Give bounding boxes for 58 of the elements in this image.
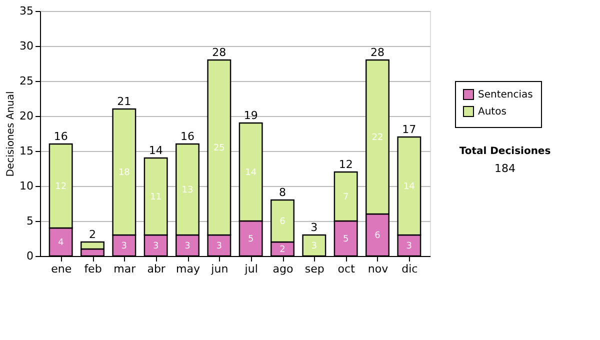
data-label: 13: [182, 186, 194, 196]
total-label: 16: [180, 130, 194, 143]
total-label: 21: [117, 95, 132, 108]
data-label: 4: [58, 238, 64, 248]
data-label: 18: [118, 168, 130, 178]
data-label: 3: [184, 242, 190, 252]
y-tick-label: 35: [20, 4, 34, 18]
data-label: 3: [152, 242, 159, 252]
data-label: 3: [406, 242, 412, 252]
x-tick-label: feb: [84, 262, 102, 276]
text: Total Decisiones: [459, 146, 551, 157]
total-label: 2: [89, 228, 96, 241]
x-tick-label: jul: [244, 262, 258, 276]
y-tick-label: 0: [26, 250, 34, 262]
data-label: 5: [248, 234, 254, 244]
data-label: 6: [374, 231, 381, 241]
total-label: 28: [370, 46, 384, 59]
data-label: 5: [342, 234, 349, 244]
total-label: 28: [212, 46, 226, 59]
x-tick-label: abr: [147, 262, 166, 276]
legend-label: Sentencias: [478, 90, 533, 100]
total-label: 19: [244, 109, 258, 122]
text: 184: [494, 162, 516, 175]
y-tick-label: 30: [20, 40, 34, 52]
x-tick-label: may: [176, 262, 200, 276]
y-tick-label: 20: [20, 110, 34, 122]
total-label: 14: [148, 144, 163, 157]
data-label: 3: [311, 242, 318, 252]
x-tick-label: sep: [304, 262, 324, 276]
y-axis-title: Decisiones Anual: [6, 91, 17, 177]
x-tick-label: oct: [338, 262, 356, 276]
y-tick-label: 10: [20, 180, 34, 192]
data-label: 22: [372, 133, 384, 143]
total-label: 3: [310, 221, 318, 234]
data-label: 12: [55, 182, 67, 192]
y-tick-label: 5: [26, 214, 34, 228]
y-tick-label: 25: [20, 74, 34, 88]
x-tick-label: jun: [210, 262, 228, 276]
data-label: 14: [403, 182, 416, 192]
x-tick-label: mar: [114, 262, 136, 276]
data-label: 6: [280, 217, 286, 227]
total-label: 17: [402, 123, 416, 136]
data-label: 11: [150, 192, 162, 202]
data-label: 3: [121, 242, 128, 252]
total-label: 12: [338, 158, 353, 171]
x-tick-label: ene: [51, 262, 72, 276]
total-label: 16: [54, 130, 68, 143]
data-label: 2: [280, 245, 286, 255]
data-label: 7: [342, 192, 349, 202]
x-tick-label: ago: [272, 262, 294, 276]
x-tick-label: nov: [368, 262, 389, 276]
data-label: 25: [213, 144, 225, 154]
data-label: 14: [245, 168, 257, 178]
x-tick-label: dic: [402, 262, 418, 276]
total-label: 8: [279, 186, 286, 199]
y-tick-label: 15: [20, 144, 34, 158]
data-label: 3: [216, 242, 222, 252]
legend-label: Autos: [478, 106, 506, 118]
